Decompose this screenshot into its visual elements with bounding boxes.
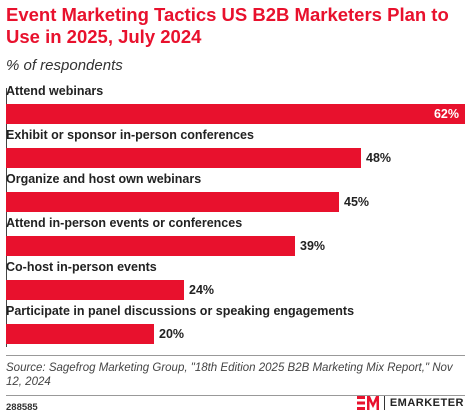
value-label: 24% [189, 283, 215, 297]
source-note: Source: Sagefrog Marketing Group, "18th … [6, 362, 453, 388]
value-label: 62% [433, 107, 459, 121]
category-label: Co-host in-person events [6, 260, 157, 274]
chart-subtitle: % of respondents [6, 57, 123, 74]
category-label: Attend webinars [6, 84, 104, 98]
category-label: Organize and host own webinars [6, 172, 202, 186]
category-label: Attend in-person events or conferences [6, 216, 243, 230]
bar [6, 324, 154, 344]
value-label: 20% [159, 327, 185, 341]
source-divider [6, 355, 465, 356]
chart-title: Event Marketing Tactics US B2B Marketers… [6, 4, 449, 47]
category-label: Participate in panel discussions or spea… [6, 304, 355, 318]
chart-id: 288585 [6, 402, 38, 413]
category-label: Exhibit or sponsor in-person conferences [6, 128, 254, 142]
y-axis-line [6, 88, 7, 347]
brand-name: EMARKETER [389, 397, 464, 409]
bar [6, 192, 339, 212]
em-logo-icon [356, 396, 379, 410]
bar [6, 148, 361, 168]
emarketer-logo: EMARKETER [356, 396, 464, 410]
bar-chart: Attend webinars 62% Exhibit or sponsor in-… [6, 84, 465, 348]
bar [6, 236, 295, 256]
bar [6, 280, 184, 300]
footer-divider [6, 395, 465, 396]
logo-separator [383, 396, 385, 410]
bar [6, 104, 465, 124]
value-label: 39% [300, 239, 326, 253]
value-label: 45% [344, 195, 370, 209]
value-label: 48% [366, 151, 392, 165]
